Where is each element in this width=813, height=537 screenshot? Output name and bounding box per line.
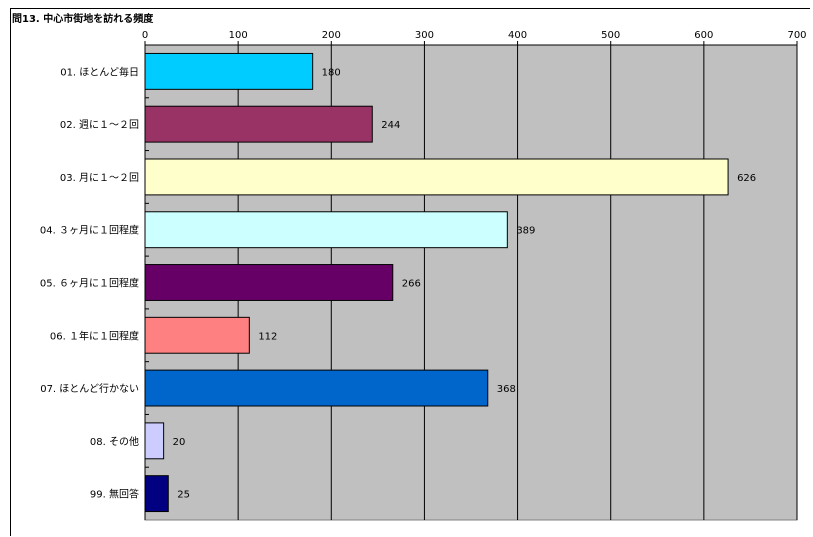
bar: [144, 316, 250, 354]
chart-frame: [10, 8, 810, 536]
bar: [144, 158, 729, 196]
bar: [144, 211, 508, 249]
category-label: 01. ほとんど毎日: [60, 65, 139, 78]
category-label: 02. 週に１～２回: [60, 119, 139, 131]
category-label: 08. その他: [90, 435, 139, 448]
data-label: 626: [737, 173, 756, 184]
category-label: 06. １年に１回程度: [50, 329, 139, 342]
bar: [144, 105, 373, 143]
x-tick-label: 100: [229, 30, 248, 41]
bar: [144, 475, 169, 513]
data-label: 112: [258, 331, 277, 342]
category-label: 04. ３ヶ月に１回程度: [40, 224, 139, 237]
data-label: 180: [322, 67, 341, 78]
bar: [144, 52, 314, 90]
chart-title: 問13. 中心市街地を訪れる頻度: [12, 14, 154, 25]
x-tick-label: 200: [322, 30, 341, 41]
data-label: 368: [497, 384, 516, 395]
x-tick-label: 300: [415, 30, 434, 41]
x-tick-label: 700: [787, 30, 806, 41]
data-label: 20: [173, 437, 186, 448]
data-label: 244: [381, 120, 400, 131]
category-label: 05. ６ヶ月に１回程度: [40, 277, 139, 290]
category-label: 99. 無回答: [90, 488, 139, 501]
bar: [144, 369, 489, 407]
bar: [144, 264, 394, 301]
data-label: 389: [516, 226, 535, 237]
x-tick-label: 600: [694, 30, 713, 41]
x-tick-label: 0: [142, 30, 148, 41]
data-label: 25: [177, 490, 190, 501]
category-label: 07. ほとんど行かない: [40, 382, 139, 395]
data-label: 266: [402, 279, 421, 290]
x-tick-label: 400: [508, 30, 527, 41]
bar: [144, 422, 165, 460]
x-tick-label: 500: [601, 30, 620, 41]
category-label: 03. 月に１～２回: [60, 172, 139, 184]
